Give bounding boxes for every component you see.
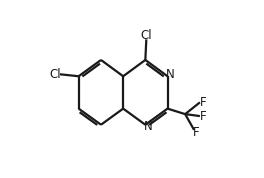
Text: F: F [200, 110, 206, 123]
Text: Cl: Cl [49, 68, 61, 81]
Text: F: F [193, 126, 200, 139]
Text: N: N [144, 120, 153, 133]
Text: Cl: Cl [140, 28, 152, 41]
Text: N: N [166, 68, 175, 81]
Text: F: F [200, 96, 206, 109]
